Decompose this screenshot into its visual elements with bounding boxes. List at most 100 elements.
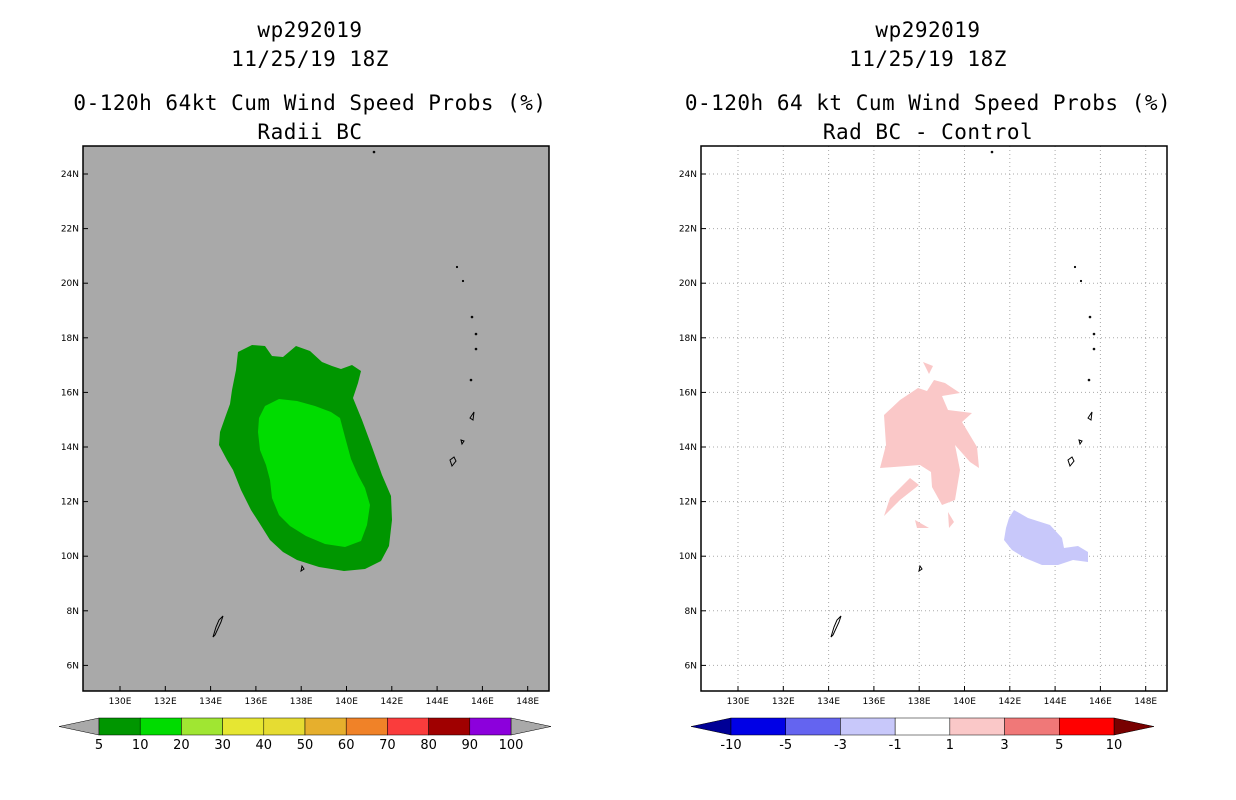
- left-title-datetime: 11/25/19 18Z: [231, 47, 389, 71]
- left-title-product: 0-120h 64kt Cum Wind Speed Probs (%): [73, 91, 547, 115]
- lon-tick-label: 148E: [1134, 697, 1157, 707]
- left-coastlines: [212, 150, 478, 638]
- lat-tick-label: 22N: [679, 225, 697, 235]
- colorbar-swatch: [222, 717, 265, 736]
- lon-tick-label: 144E: [1044, 697, 1067, 707]
- lon-tick-label: 136E: [862, 697, 885, 707]
- left-title-storm-id: wp292019: [257, 18, 363, 42]
- colorbar-label: -1: [889, 738, 902, 753]
- right-positive-diff-region-5: [915, 520, 929, 528]
- colorbar-swatch: [428, 717, 471, 736]
- colorbar-swatch: [387, 717, 429, 736]
- lon-tick-label: 132E: [772, 697, 795, 707]
- colorbar-swatch: [304, 717, 347, 736]
- lon-tick-label: 130E: [109, 697, 132, 707]
- colorbar-swatch: [1059, 717, 1115, 736]
- colorbar-label: 5: [1055, 738, 1063, 753]
- colorbar-label: 50: [297, 738, 314, 753]
- right-title-storm-id: wp292019: [875, 18, 981, 42]
- lon-tick-label: 148E: [516, 697, 539, 707]
- colorbar-below-arrow: [58, 717, 100, 736]
- lon-tick-label: 142E: [380, 697, 403, 707]
- left-title-subtitle: Radii BC: [257, 120, 363, 144]
- right-axis-ticks: 24N 22N 20N 18N 16N 14N 12N 10N 8N 6N 130E 132E 134E…: [679, 170, 1158, 707]
- lat-tick-label: 20N: [61, 279, 79, 289]
- colorbar-label: 3: [1000, 738, 1008, 753]
- colorbar-label: 20: [173, 738, 190, 753]
- colorbar-label: 10: [132, 738, 149, 753]
- lon-tick-label: 134E: [199, 697, 222, 707]
- lat-tick-label: 12N: [679, 498, 697, 508]
- lat-tick-label: 10N: [679, 552, 697, 562]
- colorbar-label: 100: [499, 738, 524, 753]
- lat-tick-label: 20N: [679, 279, 697, 289]
- colorbar-label: 5: [95, 738, 103, 753]
- colorbar-swatch: [345, 717, 388, 736]
- colorbar-label: 90: [462, 738, 479, 753]
- colorbar-label: 1: [946, 738, 954, 753]
- colorbar-label: 80: [420, 738, 437, 753]
- lon-tick-label: 142E: [998, 697, 1021, 707]
- right-title-product: 0-120h 64 kt Cum Wind Speed Probs (%): [684, 91, 1172, 115]
- right-map-frame: [700, 145, 1168, 692]
- colorbar-swatch: [949, 717, 1005, 736]
- lat-tick-label: 18N: [61, 334, 79, 344]
- colorbar-above-arrow: [510, 717, 552, 736]
- left-map: 24N 22N 20N 18N 16N 14N 12N 10N 8N 6N 130E 132E 134E…: [61, 145, 550, 707]
- right-negative-diff-region: [1004, 510, 1088, 565]
- lat-tick-label: 10N: [61, 552, 79, 562]
- colorbar-swatch: [263, 717, 306, 736]
- right-title-subtitle: Rad BC - Control: [822, 120, 1034, 144]
- colorbar-swatch: [1004, 717, 1060, 736]
- lon-tick-label: 132E: [154, 697, 177, 707]
- right-map: 24N 22N 20N 18N 16N 14N 12N 10N 8N 6N 130E 132E 134E…: [679, 145, 1168, 707]
- right-colorbar: -10 -5 -3 -1 1 3 5 10: [690, 717, 1155, 753]
- lat-tick-label: 6N: [67, 661, 79, 671]
- colorbar-swatch: [894, 717, 951, 736]
- colorbar-label: 10: [1106, 738, 1123, 753]
- lat-tick-label: 14N: [61, 443, 79, 453]
- lat-tick-label: 14N: [679, 443, 697, 453]
- colorbar-swatch: [469, 717, 512, 736]
- lon-tick-label: 146E: [471, 697, 494, 707]
- left-axis-ticks: 24N 22N 20N 18N 16N 14N 12N 10N 8N 6N 130E 132E 134E…: [61, 170, 540, 707]
- left-prob-10pct-region: [258, 399, 370, 547]
- lon-tick-label: 140E: [335, 697, 358, 707]
- colorbar-swatch: [181, 717, 223, 736]
- lat-tick-label: 18N: [679, 334, 697, 344]
- lon-tick-label: 146E: [1089, 697, 1112, 707]
- right-coastlines: [830, 150, 1096, 638]
- lon-tick-label: 138E: [290, 697, 313, 707]
- right-title-datetime: 11/25/19 18Z: [849, 47, 1007, 71]
- lat-tick-label: 6N: [685, 661, 697, 671]
- lat-tick-label: 22N: [61, 225, 79, 235]
- right-positive-diff-region-3: [923, 362, 933, 374]
- colorbar-swatch: [730, 717, 786, 736]
- lon-tick-label: 138E: [908, 697, 931, 707]
- right-positive-diff-region-2: [884, 478, 919, 516]
- colorbar-label: 30: [214, 738, 231, 753]
- colorbar-below-arrow: [690, 717, 732, 736]
- colorbar-swatch: [98, 717, 141, 736]
- colorbar-label: 40: [256, 738, 273, 753]
- colorbar-swatch: [139, 717, 182, 736]
- lat-tick-label: 12N: [61, 498, 79, 508]
- lon-tick-label: 144E: [426, 697, 449, 707]
- lat-tick-label: 16N: [679, 388, 697, 398]
- lat-tick-label: 16N: [61, 388, 79, 398]
- colorbar-swatch: [840, 717, 896, 736]
- lat-tick-label: 24N: [61, 170, 79, 180]
- left-map-frame: [82, 145, 550, 692]
- colorbar-label: -10: [720, 738, 741, 753]
- colorbar-label: 60: [338, 738, 355, 753]
- colorbar-label: -3: [834, 738, 847, 753]
- lon-tick-label: 134E: [817, 697, 840, 707]
- right-positive-diff-region: [880, 380, 979, 505]
- lon-tick-label: 136E: [244, 697, 267, 707]
- right-positive-diff-region-4: [948, 512, 954, 528]
- colorbar-swatch: [785, 717, 841, 736]
- lat-tick-label: 8N: [67, 607, 79, 617]
- lat-tick-label: 24N: [679, 170, 697, 180]
- left-colorbar: 5 10 20 30 40 50 60 70 80 90 100: [58, 717, 552, 753]
